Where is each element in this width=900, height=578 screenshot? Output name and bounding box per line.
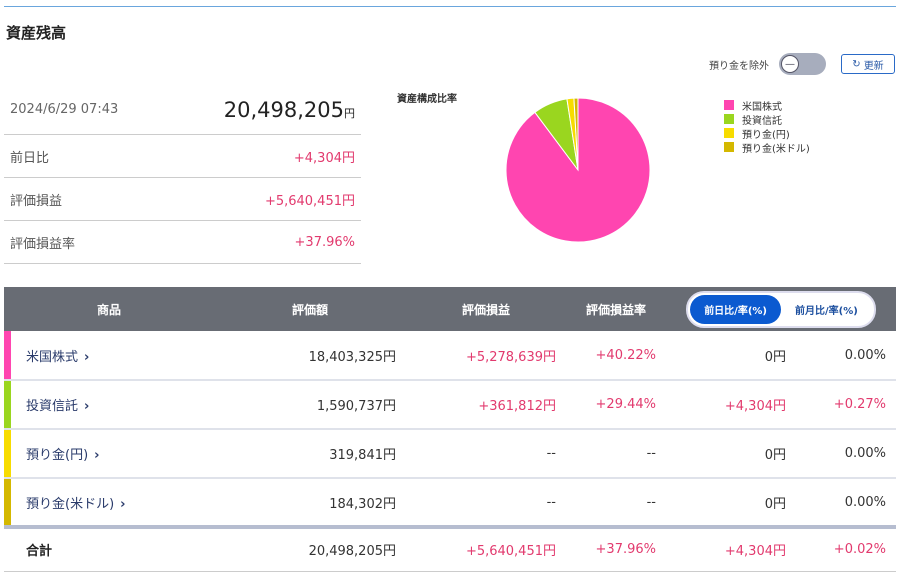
- chevron-right-icon: ›: [84, 399, 90, 414]
- cell-diff-rate: 0.00%: [796, 429, 896, 479]
- cell-diff-rate: 0.00%: [796, 478, 896, 528]
- cell-pl: +5,278,639円: [406, 331, 566, 381]
- cell-diff-rate: +0.27%: [796, 380, 896, 430]
- legend-swatch: [724, 100, 734, 110]
- cell-diff: 0円: [666, 478, 796, 528]
- holdings-table: 商品 評価額 評価損益 評価損益率 前日比/率(%) 前月比/率(%) 米国株式 ›…: [4, 287, 896, 572]
- total-value: 20,498,205円: [224, 98, 355, 122]
- summary-value: +5,640,451円: [264, 193, 355, 209]
- summary-panel: 2024/6/29 07:43 20,498,205円 前日比 +4,304円 評…: [4, 85, 361, 264]
- summary-row-pl: 評価損益 +5,640,451円: [4, 178, 361, 221]
- product-name: 投資信託: [26, 399, 79, 414]
- cell-pl-rate: +37.96%: [566, 525, 666, 572]
- product-name: 米国株式: [26, 349, 79, 365]
- legend-label: 預り金(円): [742, 129, 790, 141]
- cell-diff: 0円: [666, 429, 796, 479]
- period-toggle: 前日比/率(%) 前月比/率(%): [686, 290, 876, 328]
- product-link[interactable]: 預り金(円) ›: [4, 429, 214, 479]
- pie-slice: [573, 97, 579, 171]
- legend-swatch: [724, 142, 734, 152]
- cell-value: 20,498,205円: [214, 525, 406, 572]
- summary-label: 評価損益: [10, 193, 63, 209]
- minus-icon: —: [781, 55, 799, 73]
- yen-unit: 円: [344, 106, 355, 120]
- cell-value: 184,302円: [214, 478, 406, 528]
- refresh-label: 更新: [863, 60, 884, 72]
- header-pl: 評価損益: [406, 287, 566, 331]
- cell-value: 319,841円: [214, 429, 406, 479]
- table-row: 投資信託 › 1,590,737円 +361,812円 +29.44% +4,30…: [4, 380, 896, 430]
- cell-pl-rate: +29.44%: [566, 380, 666, 430]
- exclude-deposit-label: 預り金を除外: [709, 61, 769, 72]
- refresh-button[interactable]: ↻ 更新: [841, 54, 895, 74]
- product-link[interactable]: 投資信託 ›: [4, 380, 214, 430]
- summary-value: +37.96%: [294, 234, 355, 250]
- legend-label: 預り金(米ドル): [742, 143, 810, 155]
- cell-pl-rate: --: [566, 429, 666, 479]
- cell-diff-rate: 0.00%: [796, 331, 896, 381]
- cell-pl-rate: --: [566, 478, 666, 528]
- chart-title: 資産構成比率: [397, 94, 457, 105]
- product-name: 預り金(米ドル): [26, 496, 115, 512]
- cell-pl: --: [406, 429, 566, 479]
- cell-diff-rate: +0.02%: [796, 525, 896, 572]
- chevron-right-icon: ›: [94, 448, 100, 463]
- category-color-bar: [4, 381, 11, 428]
- tab-daily-change[interactable]: 前日比/率(%): [690, 294, 781, 324]
- cell-pl-rate: +40.22%: [566, 331, 666, 381]
- chevron-right-icon: ›: [84, 349, 90, 365]
- summary-row-daily: 前日比 +4,304円: [4, 135, 361, 178]
- product-link[interactable]: 米国株式 ›: [4, 331, 214, 381]
- legend-label: 米国株式: [742, 101, 782, 113]
- cell-pl: +5,640,451円: [406, 525, 566, 572]
- header-product: 商品: [4, 287, 214, 331]
- refresh-icon: ↻: [852, 58, 861, 70]
- summary-date: 2024/6/29 07:43: [10, 102, 119, 117]
- summary-row-pl-rate: 評価損益率 +37.96%: [4, 221, 361, 264]
- pie-chart: [505, 97, 651, 243]
- legend-item: 預り金(円): [724, 126, 810, 141]
- table-row: 米国株式 › 18,403,325円 +5,278,639円 +40.22% 0円…: [4, 331, 896, 381]
- category-color-bar: [4, 479, 11, 525]
- header-pl-rate: 評価損益率: [566, 287, 666, 331]
- summary-value: +4,304円: [293, 150, 355, 166]
- tab-monthly-change[interactable]: 前月比/率(%): [795, 305, 858, 317]
- summary-label: 評価損益率: [10, 236, 76, 252]
- category-color-bar: [4, 331, 11, 379]
- legend-swatch: [724, 128, 734, 138]
- header-value: 評価額: [214, 287, 406, 331]
- table-header: 商品 評価額 評価損益 評価損益率 前日比/率(%) 前月比/率(%): [4, 287, 896, 331]
- legend-item: 投資信託: [724, 112, 810, 127]
- page-title: 資産残高: [6, 24, 67, 42]
- legend-label: 投資信託: [742, 115, 782, 127]
- table-row: 預り金(米ドル) › 184,302円 -- -- 0円 0.00%: [4, 478, 896, 528]
- chevron-right-icon: ›: [120, 496, 126, 512]
- total-row: 合計 20,498,205円 +5,640,451円 +37.96% +4,30…: [4, 525, 896, 572]
- category-color-bar: [4, 430, 11, 477]
- product-name: 預り金(円): [26, 448, 89, 463]
- summary-label: 前日比: [10, 150, 50, 166]
- cell-diff: +4,304円: [666, 380, 796, 430]
- legend-item: 米国株式: [724, 98, 810, 113]
- legend-swatch: [724, 114, 734, 124]
- header-toggle: 前日比/率(%) 前月比/率(%): [666, 287, 896, 331]
- cell-diff: 0円: [666, 331, 796, 381]
- cell-value: 1,590,737円: [214, 380, 406, 430]
- table-row: 預り金(円) › 319,841円 -- -- 0円 0.00%: [4, 429, 896, 479]
- legend-item: 預り金(米ドル): [724, 140, 810, 155]
- chart-legend: 米国株式 投資信託 預り金(円) 預り金(米ドル): [724, 98, 810, 155]
- total-label: 合計: [4, 525, 214, 572]
- product-link[interactable]: 預り金(米ドル) ›: [4, 478, 214, 528]
- summary-total-row: 2024/6/29 07:43 20,498,205円: [4, 85, 361, 135]
- cell-pl: --: [406, 478, 566, 528]
- cell-value: 18,403,325円: [214, 331, 406, 381]
- exclude-deposit-toggle[interactable]: —: [779, 53, 826, 75]
- cell-diff: +4,304円: [666, 525, 796, 572]
- cell-pl: +361,812円: [406, 380, 566, 430]
- total-amount: 20,498,205: [223, 97, 344, 122]
- top-divider: [4, 6, 896, 7]
